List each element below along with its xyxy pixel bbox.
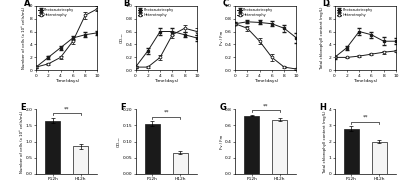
Text: **: ** — [362, 115, 368, 120]
Legend: Photoautotrophy, Heterotrophy: Photoautotrophy, Heterotrophy — [336, 7, 373, 17]
Text: H: H — [319, 103, 326, 112]
Legend: Photoautotrophy, Heterotrophy: Photoautotrophy, Heterotrophy — [237, 7, 274, 17]
Bar — [172, 153, 188, 174]
X-axis label: Time(days): Time(days) — [54, 79, 79, 83]
Bar — [45, 120, 60, 174]
Text: F: F — [120, 103, 126, 112]
Y-axis label: Number of cells (x 10⁶ cells/mL): Number of cells (x 10⁶ cells/mL) — [22, 7, 26, 69]
Y-axis label: Fv / Fm: Fv / Fm — [220, 134, 224, 149]
Text: **: ** — [263, 103, 268, 108]
X-axis label: Time(days): Time(days) — [154, 79, 178, 83]
Text: D: D — [322, 0, 329, 8]
Legend: Photoautotrophy, Heterotrophy: Photoautotrophy, Heterotrophy — [38, 7, 74, 17]
Bar — [144, 124, 160, 174]
Bar — [372, 142, 387, 174]
Y-axis label: OD₇₀₀: OD₇₀₀ — [120, 33, 124, 43]
Bar — [73, 146, 88, 174]
Y-axis label: OD₇₀₀: OD₇₀₀ — [117, 136, 121, 147]
Legend: Photoautotrophy, Heterotrophy: Photoautotrophy, Heterotrophy — [137, 7, 174, 17]
Y-axis label: Fv / Fm: Fv / Fm — [220, 31, 224, 45]
Text: C: C — [223, 0, 229, 8]
Y-axis label: Total chlorophyll content (mg/L): Total chlorophyll content (mg/L) — [320, 7, 324, 69]
X-axis label: Time(days): Time(days) — [254, 79, 278, 83]
Bar — [244, 116, 260, 174]
Text: B: B — [123, 0, 130, 8]
Y-axis label: Number of cells (x 10⁶ cells/mL): Number of cells (x 10⁶ cells/mL) — [20, 110, 24, 173]
X-axis label: Time(days): Time(days) — [353, 79, 378, 83]
Bar — [272, 120, 288, 174]
Text: **: ** — [64, 106, 70, 111]
Text: A: A — [24, 0, 30, 8]
Bar — [344, 129, 359, 174]
Text: G: G — [220, 103, 226, 112]
Y-axis label: Total chlorophyll content (mg/L): Total chlorophyll content (mg/L) — [323, 110, 327, 173]
Text: **: ** — [164, 110, 169, 115]
Text: E: E — [21, 103, 26, 112]
